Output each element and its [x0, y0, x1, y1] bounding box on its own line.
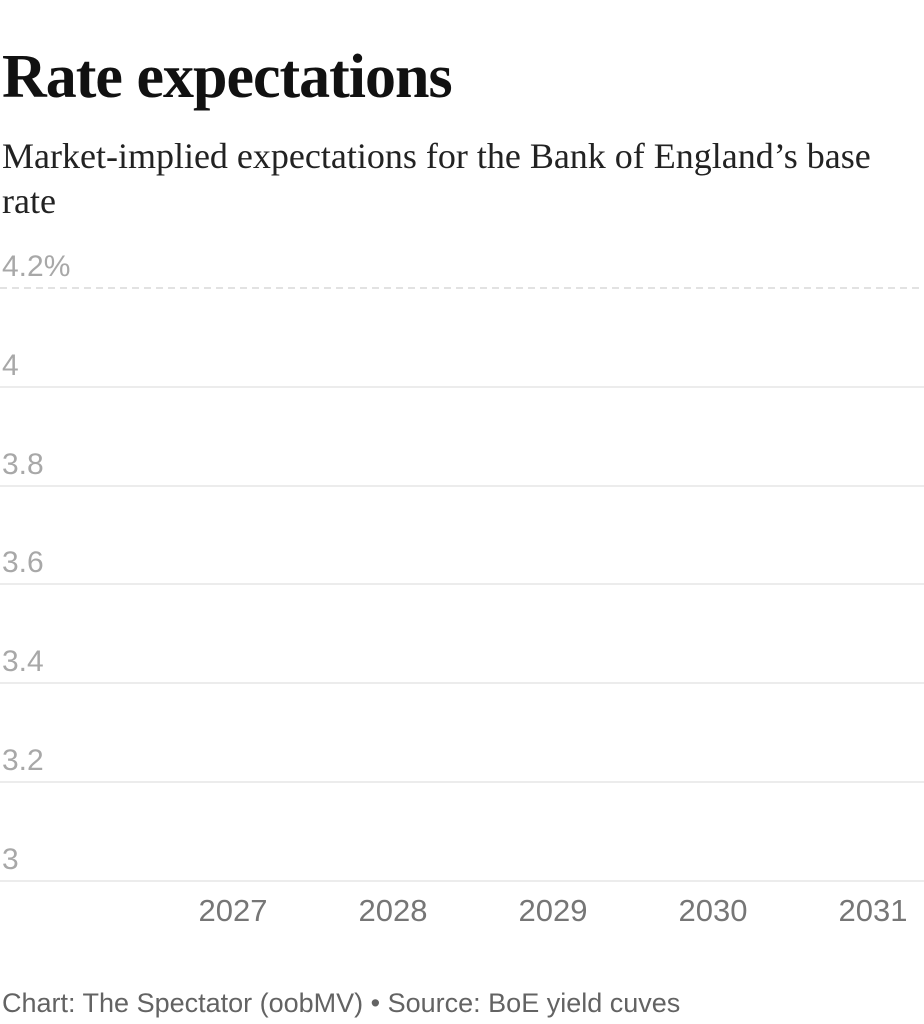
gridline-3.6: [0, 583, 924, 586]
gridline-4.2: [0, 287, 924, 289]
x-axis: 2027 2028 2029 2030 2031: [0, 893, 924, 933]
gridline-3.2: [0, 781, 924, 783]
y-tick-label: 4: [2, 348, 19, 382]
x-tick-label: 2028: [358, 893, 428, 928]
x-tick-label: 2029: [518, 893, 588, 928]
x-tick-label: 2027: [198, 893, 268, 928]
y-tick-label: 3.2: [2, 744, 44, 777]
y-tick-label: 3.6: [2, 546, 44, 580]
x-tick-label: 2030: [678, 893, 748, 928]
chart-subtitle: Market-implied expectations for the Bank…: [2, 136, 871, 221]
y-tick-label: 3.4: [2, 645, 44, 679]
gridline-4: [0, 385, 924, 388]
chart-title: Rate expectations: [2, 42, 453, 111]
gridline-3: [0, 879, 924, 882]
y-tick-label: 3.8: [2, 447, 44, 481]
chart-source-note: Chart: The Spectator (oobMV) • Source: B…: [2, 988, 681, 1018]
gridline-3.8: [0, 484, 924, 487]
y-tick-label: 3: [2, 842, 19, 876]
y-tick-label: 4.2%: [2, 250, 71, 283]
gridline-3.4: [0, 682, 924, 685]
x-tick-label: 2031: [838, 893, 908, 928]
plot-area: 4.2% 4 3.8 3.6 3.4 3.2 3: [0, 250, 924, 882]
